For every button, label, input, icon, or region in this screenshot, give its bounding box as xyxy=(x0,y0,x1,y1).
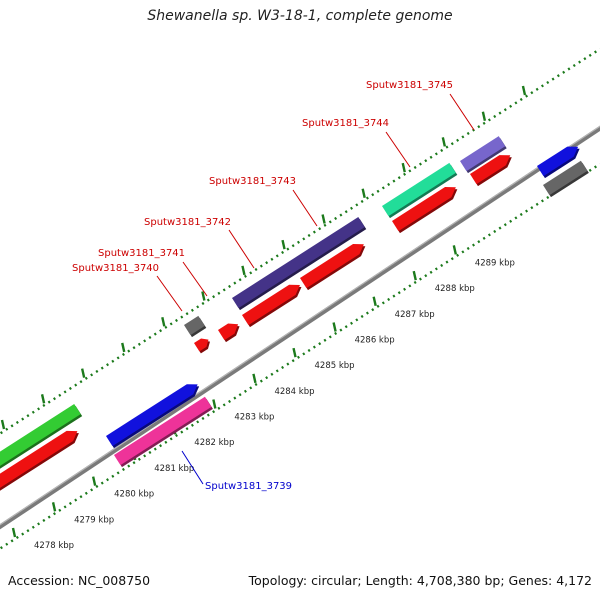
scale-tick-label: 4286 kbp xyxy=(355,335,395,345)
scale-tick-major xyxy=(91,476,97,486)
upper-scale-tick-major xyxy=(121,342,126,353)
scale-tick-label: 4278 kbp xyxy=(34,541,74,551)
gene-label: Sputw3181_3739 xyxy=(205,481,292,492)
gene-label: Sputw3181_3742 xyxy=(144,217,231,228)
gene-label: Sputw3181_3741 xyxy=(98,248,185,259)
feature-pink xyxy=(114,396,213,468)
upper-scale-tick-major xyxy=(321,214,326,224)
feature-green-upper xyxy=(0,404,83,469)
genome-summary-text: Topology: circular; Length: 4,708,380 bp… xyxy=(248,573,592,588)
gene-label: Sputw3181_3745 xyxy=(366,80,453,91)
gene-leader-line xyxy=(228,229,255,269)
gene-label: Sputw3181_3744 xyxy=(302,118,389,129)
scale-tick-label: 4285 kbp xyxy=(315,361,355,371)
scale-tick-major xyxy=(332,322,337,332)
upper-scale-tick-major xyxy=(241,265,246,276)
feature-red-small xyxy=(218,323,240,343)
feature-blue-right xyxy=(537,146,580,179)
feature-lavender-body xyxy=(460,136,506,172)
upper-scale-tick-major xyxy=(201,291,206,301)
feature-red-left-body xyxy=(0,430,78,488)
feature-navy-body xyxy=(232,217,365,309)
feature-mint-body xyxy=(382,162,456,217)
feature-red-mid1 xyxy=(242,284,302,328)
scale-tick-major xyxy=(252,373,257,384)
accession-text: Accession: NC_008750 xyxy=(8,573,151,588)
scale-tick-major xyxy=(452,245,457,255)
scale-tick-major xyxy=(372,296,377,307)
genome-backbone-highlight xyxy=(0,125,600,526)
feature-blue-upper-body xyxy=(106,384,198,447)
gene-leader-line xyxy=(385,131,411,168)
scale-tick-label: 4281 kbp xyxy=(154,464,194,474)
feature-pink-body xyxy=(114,396,212,466)
gene-label: Sputw3181_3740 xyxy=(72,263,159,274)
scale-tick-label: 4287 kbp xyxy=(395,310,435,320)
upper-scale-tick-major xyxy=(40,394,46,404)
upper-scale-tick-major xyxy=(361,188,366,199)
gene-leader-line xyxy=(156,275,183,312)
feature-red-right2-body xyxy=(470,155,511,185)
scale-tick-label: 4289 kbp xyxy=(475,258,515,268)
scale-tick-label: 4282 kbp xyxy=(194,438,234,448)
scale-tick-major xyxy=(412,270,417,281)
feature-red-mid2-body xyxy=(300,243,364,289)
genome-backbone xyxy=(0,125,600,530)
feature-lavender xyxy=(460,136,507,174)
gene-leader-line xyxy=(449,93,475,131)
upper-scale-tick-major xyxy=(481,111,487,121)
feature-blue-right-body xyxy=(537,146,579,177)
upper-scale-track xyxy=(0,47,600,436)
feature-gray-right-body xyxy=(543,160,588,196)
scale-tick-major xyxy=(212,399,217,409)
scale-tick-label: 4280 kbp xyxy=(114,490,154,500)
feature-red-right1-body xyxy=(392,186,456,232)
feature-blue-upper xyxy=(106,384,200,449)
upper-scale-tick-major xyxy=(161,316,166,327)
gene-leader-line xyxy=(181,450,204,485)
scale-tick-label: 4288 kbp xyxy=(435,284,475,294)
feature-mint xyxy=(382,162,458,219)
feature-red-right1 xyxy=(392,186,458,234)
lower-scale-track xyxy=(0,162,600,551)
scale-tick-label: 4279 kbp xyxy=(74,515,114,525)
feature-red-left xyxy=(0,430,79,491)
feature-red-right2 xyxy=(470,155,512,187)
gene-leader-line xyxy=(292,189,318,227)
upper-scale-tick-major xyxy=(0,419,6,430)
scale-tick-major xyxy=(292,347,297,358)
scale-tick-major xyxy=(11,527,17,538)
feature-navy xyxy=(232,217,367,311)
upper-scale-tick-major xyxy=(401,162,406,173)
gene-label: Sputw3181_3743 xyxy=(209,176,296,187)
upper-scale-tick-major xyxy=(441,137,446,147)
feature-red-small-body xyxy=(218,323,239,341)
feature-gray-small-body xyxy=(184,315,205,336)
scale-tick-label: 4283 kbp xyxy=(234,413,274,423)
feature-red-tiny-body xyxy=(194,338,209,352)
upper-scale-tick-major xyxy=(281,239,286,250)
feature-green-upper-body xyxy=(0,404,81,466)
feature-gray-small xyxy=(184,315,207,338)
page-title: Shewanella sp. W3-18-1, complete genome xyxy=(147,8,453,24)
feature-red-tiny xyxy=(194,338,210,354)
scale-tick-major xyxy=(51,502,57,512)
feature-gray-right xyxy=(543,160,589,198)
scale-tick-label: 4284 kbp xyxy=(274,387,314,397)
feature-red-mid2 xyxy=(300,243,366,291)
gene-leader-line xyxy=(182,261,208,297)
upper-scale-tick-major xyxy=(80,368,86,378)
feature-red-mid1-body xyxy=(242,284,300,326)
upper-scale-tick-major xyxy=(521,85,527,96)
